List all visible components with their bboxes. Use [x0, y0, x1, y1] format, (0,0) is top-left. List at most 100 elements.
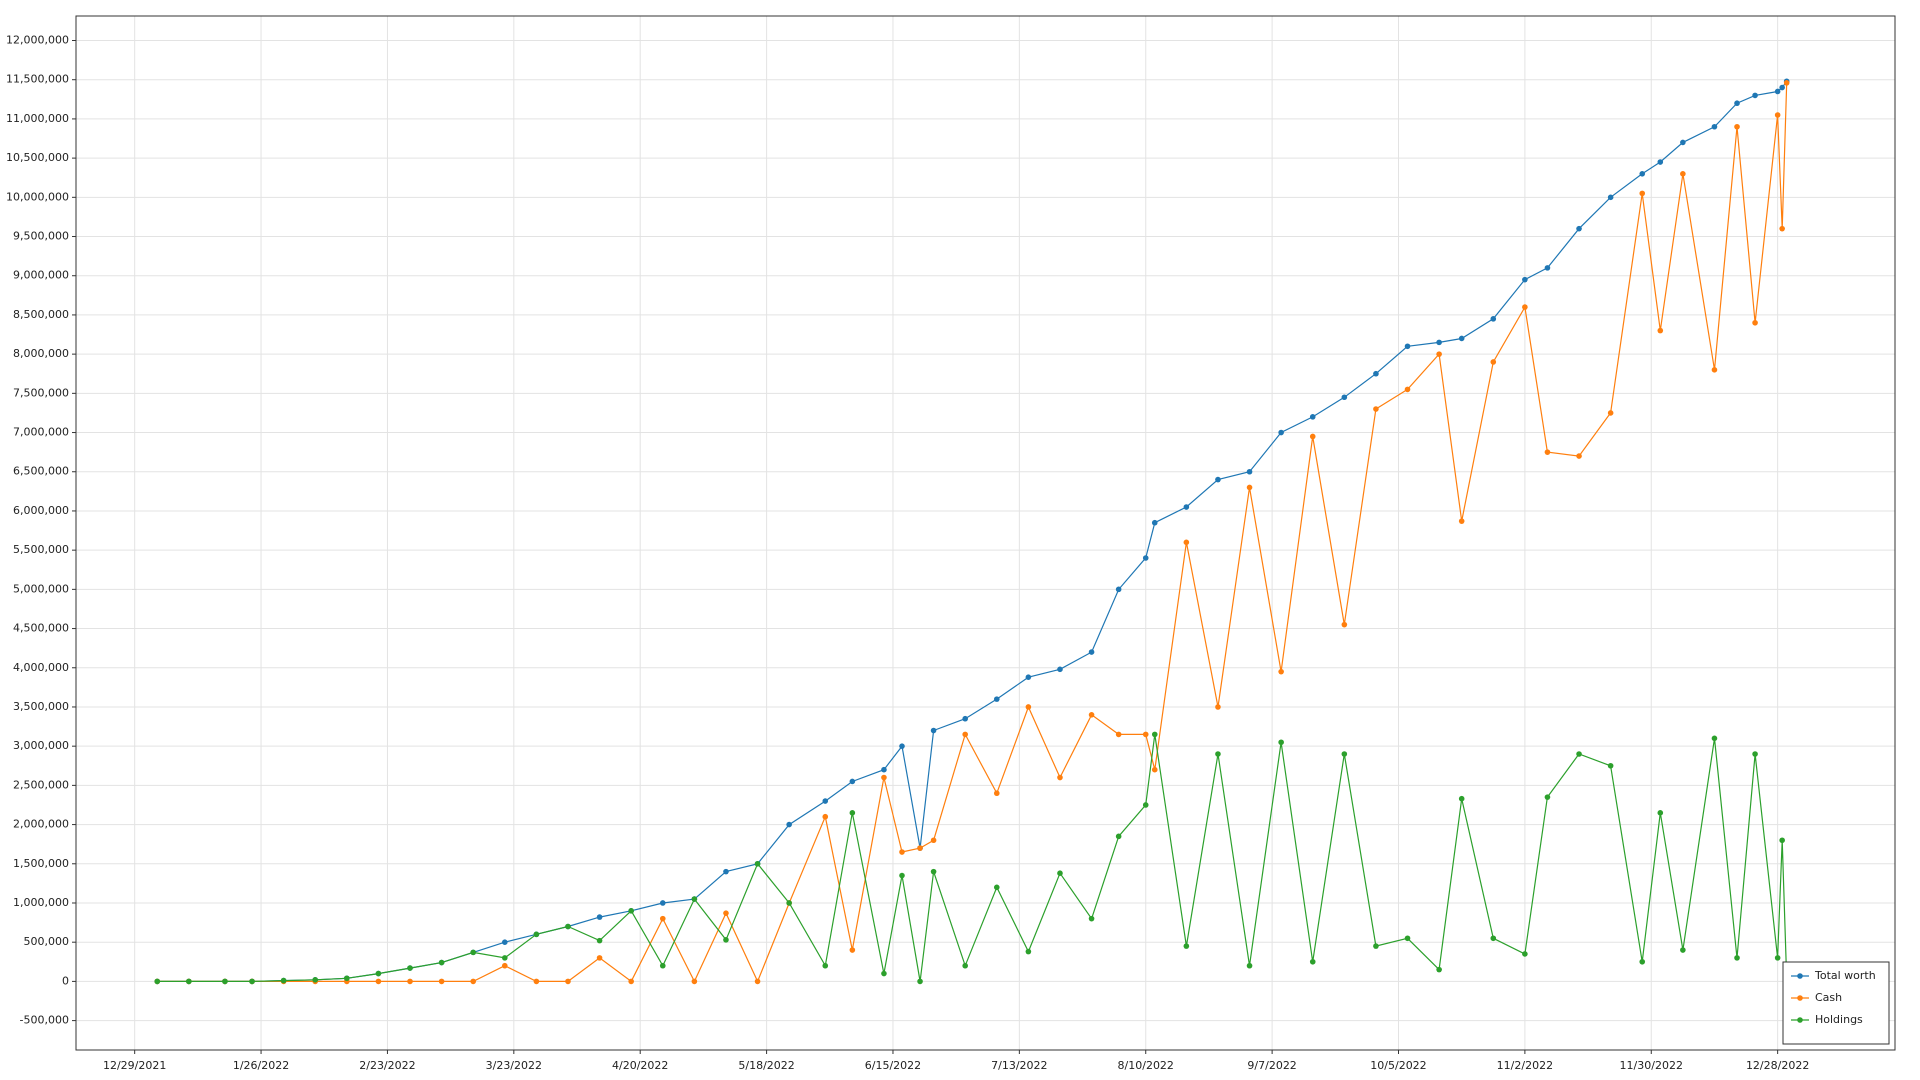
data-point: [375, 970, 382, 977]
data-point: [1522, 304, 1528, 310]
data-point: [1490, 935, 1497, 942]
data-point: [1458, 518, 1465, 524]
x-tick-label: 5/18/2022: [738, 1059, 794, 1072]
y-tick-label: 9,000,000: [13, 269, 69, 282]
data-point: [1607, 410, 1614, 416]
data-point: [1607, 762, 1614, 769]
y-tick-label: 7,500,000: [13, 386, 69, 399]
data-point: [1142, 731, 1149, 738]
data-point: [754, 860, 761, 867]
data-point: [1215, 704, 1221, 710]
data-point: [754, 978, 761, 985]
y-tick-label: 0: [62, 974, 69, 987]
x-tick-label: 7/13/2022: [991, 1059, 1047, 1072]
data-point: [596, 937, 603, 944]
data-point: [596, 914, 603, 920]
data-point: [930, 868, 937, 875]
y-tick-label: 11,500,000: [6, 73, 69, 86]
data-point: [1734, 955, 1740, 961]
data-point: [881, 774, 887, 781]
data-point: [1779, 225, 1785, 232]
plot-frame: [75, 15, 1896, 1051]
data-point: [1522, 276, 1528, 283]
data-point: [1309, 433, 1316, 440]
series-line: [157, 734, 1788, 982]
y-tick-label: 3,000,000: [13, 739, 69, 752]
data-point: [1025, 674, 1032, 680]
y-tick-label: 2,000,000: [13, 818, 69, 831]
data-point: [1373, 370, 1379, 377]
data-point: [1341, 751, 1348, 757]
y-tick-label: 8,500,000: [13, 308, 69, 321]
legend-marker: [1797, 973, 1803, 979]
data-point: [1490, 359, 1497, 365]
data-point: [1544, 265, 1551, 271]
data-point: [1522, 951, 1528, 957]
data-point: [1734, 100, 1740, 107]
data-point: [1309, 958, 1316, 965]
data-point: [1278, 668, 1284, 675]
data-point: [1142, 555, 1149, 561]
x-tick-label: 11/2/2022: [1497, 1059, 1553, 1072]
data-point: [1639, 958, 1646, 965]
data-point: [1490, 316, 1497, 322]
data-point: [438, 959, 445, 966]
data-point: [993, 884, 1000, 891]
data-point: [1025, 948, 1032, 955]
data-point: [280, 977, 287, 984]
data-point: [881, 970, 887, 977]
data-point: [1057, 870, 1063, 876]
data-point: [438, 978, 445, 985]
data-point: [1278, 429, 1284, 436]
data-point: [222, 978, 228, 985]
data-point: [1088, 915, 1095, 922]
x-tick-label: 12/28/2022: [1746, 1059, 1809, 1072]
data-point: [962, 715, 968, 722]
data-point: [1246, 484, 1253, 491]
data-point: [1404, 343, 1411, 350]
data-point: [501, 955, 508, 961]
data-point: [659, 900, 666, 906]
data-point: [312, 977, 319, 983]
y-tick-label: 5,000,000: [13, 582, 69, 595]
data-point: [154, 978, 161, 985]
data-point: [1680, 947, 1686, 953]
data-point: [470, 949, 477, 956]
data-point: [822, 798, 829, 804]
data-point: [1115, 833, 1122, 840]
data-point: [1576, 751, 1582, 757]
data-point: [1734, 123, 1740, 130]
y-tick-label: 6,500,000: [13, 465, 69, 478]
data-point: [1057, 666, 1063, 673]
y-tick-label: 10,500,000: [6, 151, 69, 164]
data-point: [1215, 751, 1221, 757]
data-point: [1115, 731, 1122, 738]
data-point: [1088, 712, 1095, 718]
data-point: [407, 978, 413, 985]
data-point: [186, 978, 192, 985]
data-point: [723, 937, 729, 943]
data-point: [899, 872, 905, 879]
data-point: [899, 743, 905, 749]
data-point: [1151, 731, 1158, 738]
data-point: [1246, 468, 1253, 475]
data-point: [1752, 92, 1758, 99]
data-point: [786, 821, 792, 828]
data-point: [1657, 810, 1664, 816]
data-point: [1341, 621, 1348, 628]
data-point: [1142, 802, 1149, 808]
data-point: [1151, 766, 1158, 773]
y-tick-label: 11,000,000: [6, 112, 69, 125]
data-point: [407, 965, 413, 971]
data-point: [344, 975, 350, 982]
data-point: [1183, 943, 1190, 949]
data-point: [930, 837, 937, 844]
y-tick-label: 7,000,000: [13, 426, 69, 439]
data-point: [1436, 339, 1442, 346]
data-point: [1657, 327, 1664, 334]
y-tick-label: 4,500,000: [13, 622, 69, 635]
data-point: [1711, 123, 1718, 130]
x-tick-label: 8/10/2022: [1118, 1059, 1174, 1072]
